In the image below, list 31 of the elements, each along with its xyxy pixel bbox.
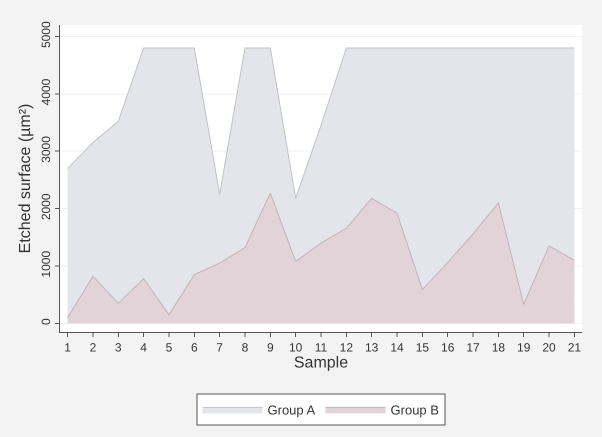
legend-label: Group A <box>268 402 316 418</box>
x-tick-label: 10 <box>288 340 303 354</box>
x-tick-label: 18 <box>492 340 506 354</box>
y-tick-label: 3000 <box>39 136 54 163</box>
y-axis-title: Etched surface (µm²) <box>17 104 34 254</box>
x-tick-label: 21 <box>568 340 582 354</box>
y-tick-label: 2000 <box>39 193 54 220</box>
x-tick-label: 16 <box>441 340 455 354</box>
x-tick-label: 11 <box>314 340 328 354</box>
x-tick-label: 8 <box>242 340 249 354</box>
y-tick-label: 5000 <box>39 21 54 48</box>
x-tick-label: 14 <box>390 340 404 354</box>
x-tick-label: 20 <box>542 340 556 354</box>
x-tick-label: 7 <box>216 340 224 354</box>
x-tick-label: 15 <box>416 340 430 354</box>
y-tick-label: 1000 <box>39 250 54 278</box>
y-tick-label: 4000 <box>39 78 54 106</box>
x-tick-label: 17 <box>466 340 480 354</box>
x-tick-label: 2 <box>90 340 97 354</box>
x-tick-label: 9 <box>266 340 274 354</box>
x-tick-label: 12 <box>340 340 354 354</box>
legend-label: Group B <box>390 402 439 418</box>
x-axis-title: Sample <box>294 354 348 372</box>
x-tick-label: 6 <box>190 340 198 354</box>
x-tick-label: 3 <box>114 340 122 354</box>
x-tick-label: 4 <box>140 340 148 354</box>
y-tick-label: 0 <box>39 318 54 325</box>
x-tick-label: 13 <box>365 340 379 354</box>
x-tick-label: 5 <box>166 340 173 354</box>
x-tick-label: 1 <box>64 340 72 354</box>
x-tick-label: 19 <box>517 340 531 354</box>
